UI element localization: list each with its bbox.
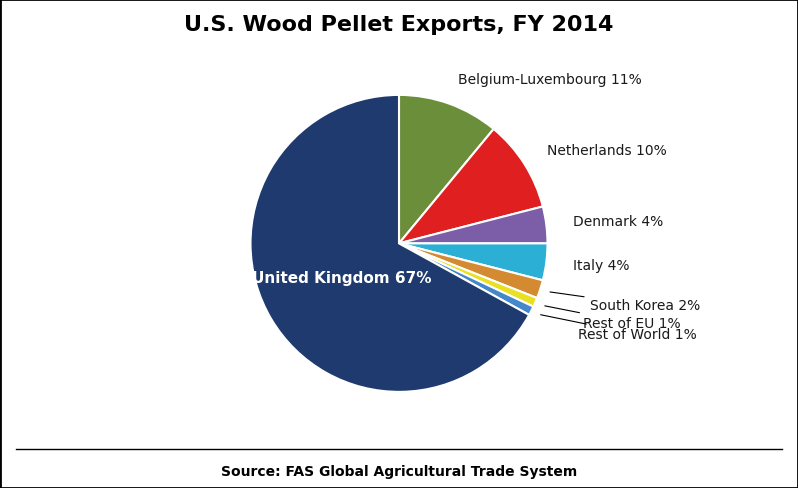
Text: Denmark 4%: Denmark 4% — [573, 215, 663, 229]
Wedge shape — [399, 244, 533, 315]
Title: U.S. Wood Pellet Exports, FY 2014: U.S. Wood Pellet Exports, FY 2014 — [184, 15, 614, 35]
Wedge shape — [399, 96, 494, 244]
Wedge shape — [399, 244, 547, 281]
Wedge shape — [399, 130, 543, 244]
Text: Belgium-Luxembourg 11%: Belgium-Luxembourg 11% — [458, 72, 642, 86]
Text: Italy 4%: Italy 4% — [573, 259, 630, 273]
Text: Rest of EU 1%: Rest of EU 1% — [545, 306, 681, 330]
Wedge shape — [251, 96, 529, 392]
Text: Netherlands 10%: Netherlands 10% — [547, 143, 666, 157]
Text: Source: FAS Global Agricultural Trade System: Source: FAS Global Agricultural Trade Sy… — [221, 464, 577, 478]
Wedge shape — [399, 244, 543, 299]
Wedge shape — [399, 244, 537, 307]
Text: Rest of World 1%: Rest of World 1% — [540, 315, 697, 342]
Text: United Kingdom 67%: United Kingdom 67% — [251, 270, 431, 285]
Text: South Korea 2%: South Korea 2% — [550, 292, 700, 313]
Wedge shape — [399, 207, 547, 244]
